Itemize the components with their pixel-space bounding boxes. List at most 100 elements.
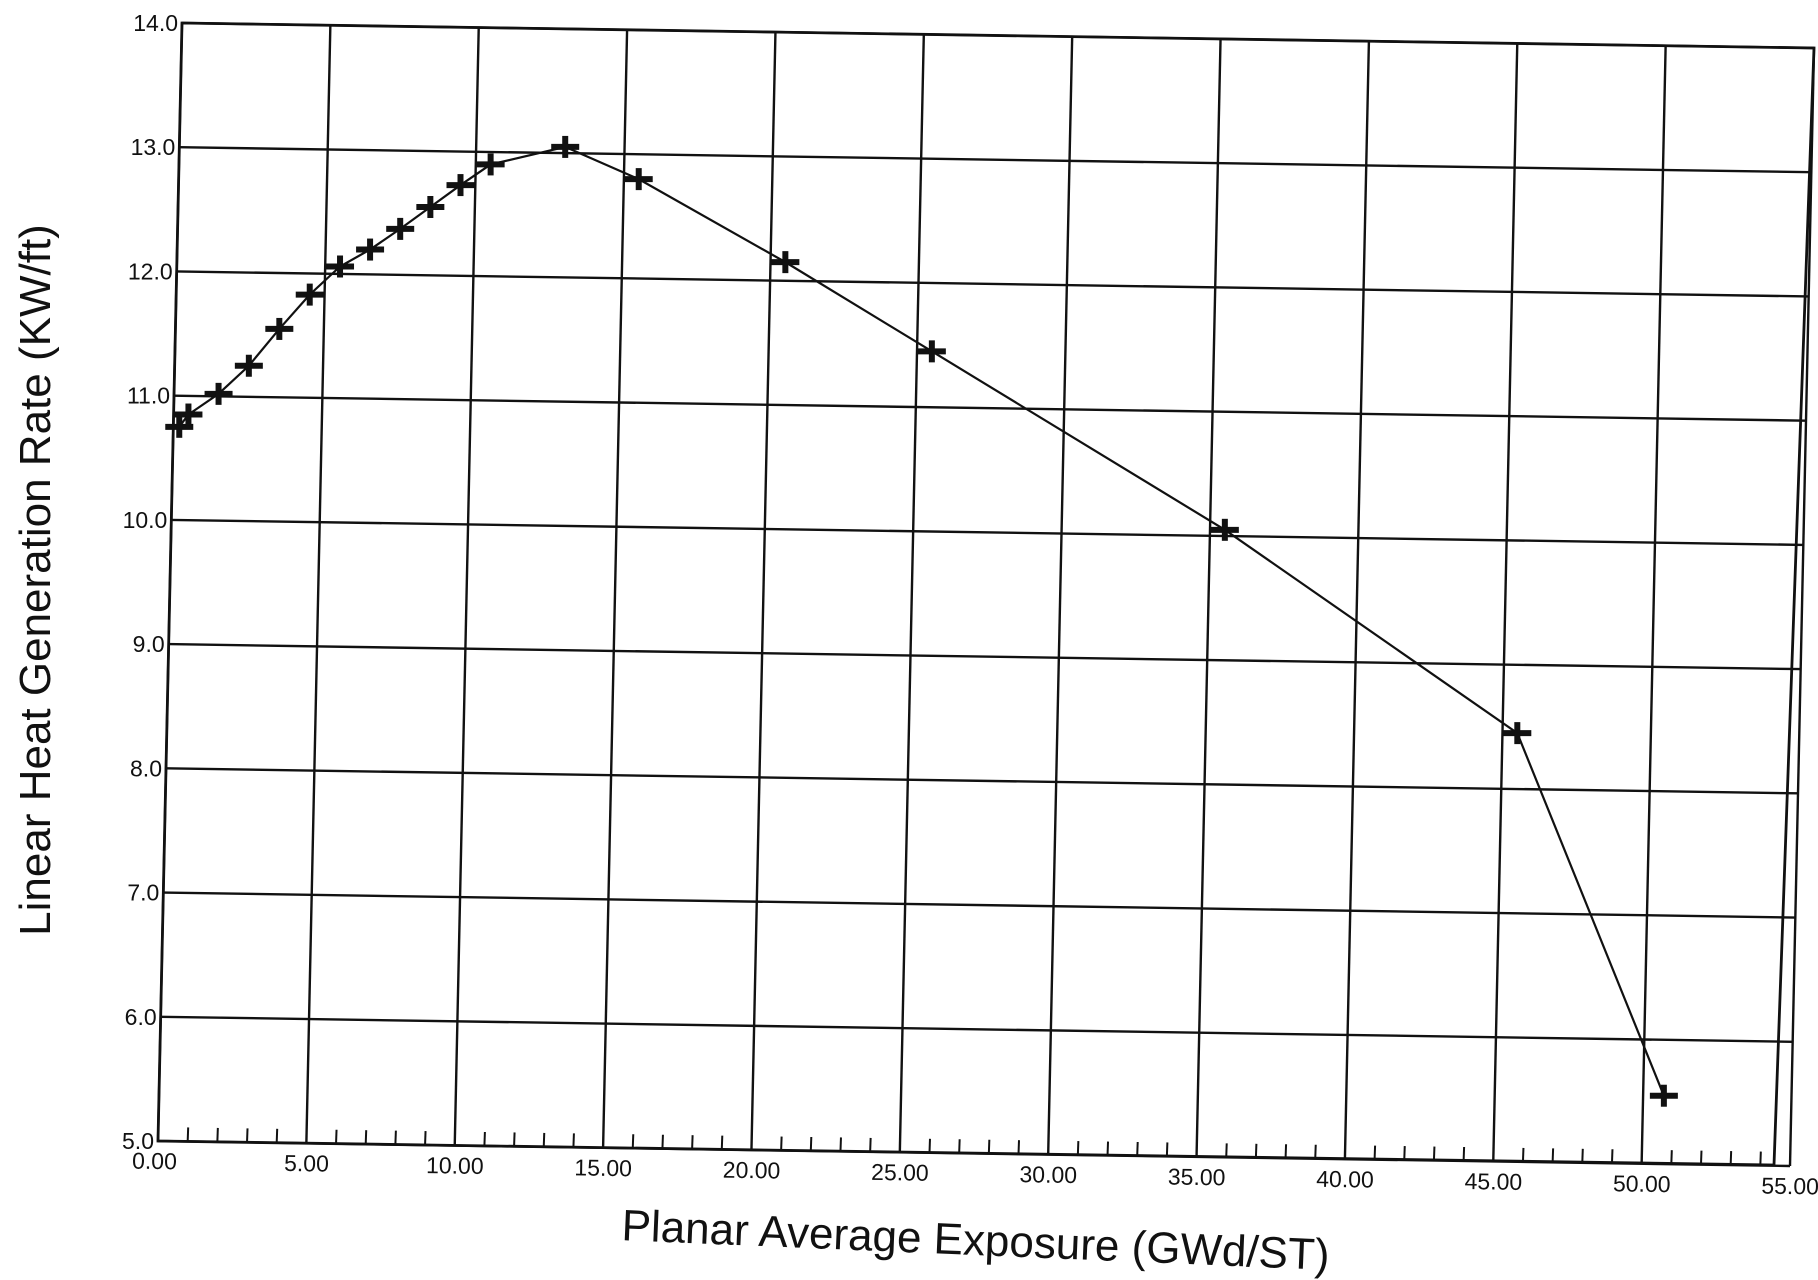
x-minor-tick (1106, 1141, 1110, 1156)
data-point (265, 317, 294, 340)
x-minor-tick (394, 1130, 397, 1145)
x-tick-label: 45.00 (1464, 1168, 1522, 1195)
grid (156, 21, 1816, 1168)
x-minor-tick (809, 1136, 813, 1152)
x-minor-tick (987, 1139, 991, 1154)
data-point (551, 135, 580, 158)
x-tick-label: 40.00 (1316, 1166, 1374, 1193)
x-axis-title: Planar Average Exposure (GWd/ST) (621, 1201, 1331, 1280)
x-minor-tick (186, 1127, 190, 1142)
x-minor-tick (364, 1130, 368, 1145)
data-point (1503, 722, 1532, 745)
data-point (446, 174, 475, 197)
data-point (624, 168, 653, 191)
data-point (771, 251, 800, 274)
y-tick-label: 11.0 (127, 383, 170, 409)
data-point (326, 255, 355, 278)
x-minor-tick (275, 1128, 279, 1143)
y-tick-label: 13.0 (131, 134, 176, 160)
gridline-x (305, 25, 332, 1144)
x-minor-tick (1373, 1145, 1377, 1160)
x-minor-tick (1017, 1140, 1021, 1155)
x-minor-tick (1610, 1149, 1614, 1164)
x-minor-tick (1165, 1142, 1169, 1157)
gridline-y (168, 642, 1801, 671)
x-minor-tick (869, 1137, 872, 1152)
x-minor-tick (928, 1138, 931, 1153)
x-tick-label: 30.00 (1019, 1161, 1077, 1188)
x-minor-tick (1670, 1150, 1673, 1165)
data-point (165, 415, 194, 438)
gridline-y (171, 518, 1804, 547)
data-point (917, 340, 946, 363)
y-tick-label: 7.0 (127, 880, 159, 906)
x-minor-tick (424, 1131, 427, 1146)
data-point (204, 382, 233, 405)
gridline-x (1343, 41, 1371, 1160)
y-tick-label: 6.0 (125, 1004, 157, 1030)
x-tick-label: 25.00 (871, 1159, 929, 1186)
x-minor-tick (1581, 1148, 1584, 1163)
data-point (416, 195, 445, 218)
x-tick-label: 50.00 (1613, 1170, 1671, 1197)
x-minor-tick (1699, 1150, 1703, 1165)
data-point (1210, 518, 1239, 541)
gridline-x (453, 27, 480, 1146)
gridline-x (750, 32, 777, 1151)
x-minor-tick (1254, 1143, 1258, 1158)
gridline-y (173, 394, 1807, 422)
gridline-y (163, 891, 1796, 919)
x-axis-minor-ticks (186, 1127, 1762, 1166)
x-minor-tick (661, 1134, 664, 1149)
x-minor-tick (720, 1135, 724, 1150)
x-tick-label: 10.00 (426, 1152, 484, 1179)
data-point (476, 153, 505, 176)
gridline-x (1788, 47, 1816, 1167)
gridline-x (898, 34, 926, 1153)
data-point (234, 354, 263, 377)
x-axis-tick-labels: 0.00 5.00 10.00 15.00 20.00 25.00 30.00 35.00 40… (132, 1148, 1818, 1200)
gridline-x (1640, 45, 1667, 1164)
plot-frame (156, 21, 1816, 1167)
gridline-x (1046, 36, 1074, 1155)
gridline-x (1195, 38, 1222, 1157)
x-minor-tick (1462, 1146, 1466, 1162)
y-tick-label: 12.0 (128, 258, 173, 284)
x-minor-tick (1432, 1146, 1436, 1161)
x-minor-tick (542, 1132, 546, 1147)
x-tick-label: 55.00 (1761, 1173, 1818, 1200)
x-minor-tick (1076, 1141, 1080, 1156)
x-minor-tick (1136, 1141, 1139, 1157)
y-tick-label: 8.0 (130, 755, 162, 781)
x-minor-tick (1521, 1147, 1525, 1162)
x-minor-tick (246, 1128, 249, 1143)
x-tick-label: 0.00 (132, 1148, 177, 1175)
y-axis-tick-labels: 5.0 6.0 7.0 8.0 9.0 10.0 11.0 12.0 13.0 14.0 (122, 10, 178, 1154)
y-axis-title: Linear Heat Generation Rate (KW/ft) (11, 224, 60, 936)
gridline-x (601, 29, 629, 1148)
x-minor-tick (513, 1132, 516, 1147)
y-tick-label: 5.0 (122, 1128, 154, 1154)
x-minor-tick (958, 1139, 961, 1154)
y-tick-label: 9.0 (133, 631, 165, 657)
y-tick-label: 10.0 (123, 507, 168, 533)
x-minor-tick (1759, 1151, 1762, 1166)
data-point (295, 283, 324, 306)
x-tick-label: 35.00 (1168, 1163, 1226, 1190)
x-minor-tick (335, 1129, 338, 1144)
y-tick-label: 14.0 (133, 10, 178, 36)
x-tick-label: 15.00 (574, 1154, 632, 1181)
x-minor-tick (1314, 1144, 1317, 1159)
data-point (1649, 1084, 1678, 1107)
x-minor-tick (780, 1136, 783, 1151)
x-minor-tick (1225, 1143, 1228, 1158)
gridline-y (165, 767, 1799, 795)
series-line (178, 145, 1665, 1097)
x-minor-tick (631, 1134, 635, 1149)
gridline-y (179, 146, 1812, 174)
series-group (165, 135, 1678, 1107)
x-minor-tick (572, 1133, 575, 1148)
x-minor-tick (691, 1135, 694, 1150)
x-minor-tick (1284, 1144, 1288, 1159)
